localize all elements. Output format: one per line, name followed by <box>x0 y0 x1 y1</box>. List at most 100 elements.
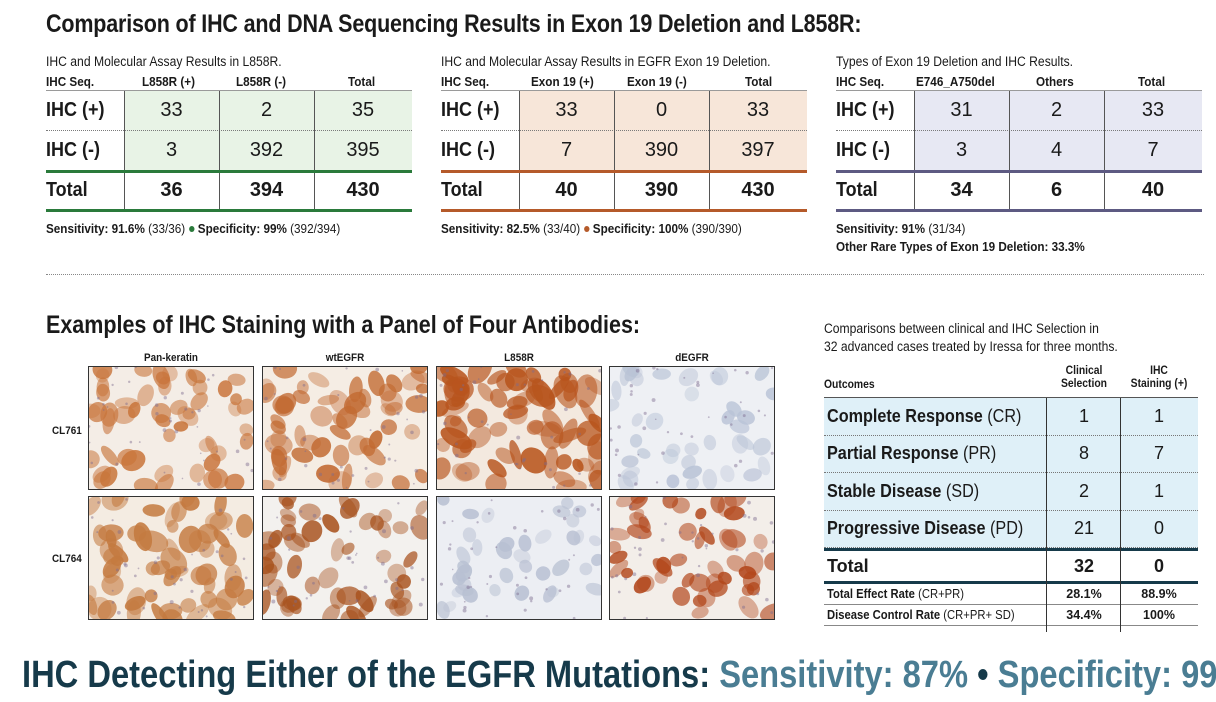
outcomes-caption: Comparisons between clinical and IHC Sel… <box>824 320 1118 356</box>
outcome-abbr: (PR) <box>962 443 997 464</box>
table-cell: 430 <box>346 178 380 201</box>
table-header-row: IHC Seq. Exon 19 (+) Exon 19 (-) Total <box>441 71 807 91</box>
ihc-staining-header: IHC Staining (+) <box>1124 365 1194 391</box>
table-cell: 40 <box>1141 178 1165 201</box>
micrograph-cl764-wtegfr <box>262 496 428 620</box>
table-header-cell: IHC Seq. <box>46 74 95 89</box>
column-divider <box>614 91 615 209</box>
outcome-abbr: (PD) <box>990 518 1024 539</box>
column-divider <box>519 91 520 209</box>
column-divider <box>709 91 710 209</box>
table-cell: 33 <box>1141 99 1165 121</box>
outcome-abbr: (CR) <box>987 405 1022 426</box>
table-exon19: IHC and Molecular Assay Results in EGFR … <box>441 54 807 238</box>
sensitivity-detail: (33/36) <box>148 221 186 236</box>
table-row: Total 36 394 430 <box>46 171 412 209</box>
sensitivity-detail: (33/40) <box>543 221 581 236</box>
outcomes-table: Outcomes Clinical Selection IHC Staining… <box>824 364 1198 632</box>
table-note: Sensitivity: 91.6% (33/36) Specificity: 9… <box>46 219 375 238</box>
column-divider <box>1104 91 1105 209</box>
table-cell: 33 <box>160 99 183 121</box>
table-header-row: IHC Seq. L858R (+) L858R (-) Total <box>46 71 412 91</box>
table-header-cell: IHC Seq. <box>836 74 885 89</box>
table-cell: 33 <box>555 99 578 121</box>
table-header-cell: Exon 19 (-) <box>627 74 687 89</box>
column-divider <box>124 91 125 209</box>
clinical-value: 21 <box>1073 518 1095 539</box>
rate-clinical: 34.4% <box>1066 608 1102 622</box>
table-header-cell: L858R (+) <box>142 74 196 89</box>
rate-row: Disease Control Rate (CR+PR+ SD) 34.4% 100… <box>824 605 1198 626</box>
staining-title: Examples of IHC Staining with a Panel of… <box>46 311 641 339</box>
table-cell: 395 <box>346 139 380 161</box>
sensitivity-label: Sensitivity: 91.6% <box>46 221 145 236</box>
table-bottom-rule <box>441 209 807 212</box>
table-header-cell: Total <box>745 74 773 89</box>
outcomes-total-label: Total <box>827 555 869 576</box>
row-label: IHC (-) <box>46 139 100 161</box>
footer-bullet: • <box>977 654 989 696</box>
table-row: Total 40 390 430 <box>441 171 807 209</box>
table-cell: 392 <box>249 139 284 161</box>
ihc-value: 1 <box>1153 405 1164 426</box>
clinical-selection-header: Clinical Selection <box>1052 365 1117 391</box>
clinical-header-line2: Selection <box>1060 378 1108 390</box>
clinical-value: 8 <box>1078 443 1089 464</box>
clinical-value: 2 <box>1078 480 1089 501</box>
table-cell: 390 <box>644 139 679 161</box>
table-cell: 31 <box>950 99 973 121</box>
outcomes-total-row: Total 32 0 <box>824 548 1198 584</box>
table-body: IHC (+) 33 0 33 IHC (-) 7 390 397 Total 40 390 430 <box>441 91 807 212</box>
table-cell: 397 <box>741 139 775 161</box>
column-divider <box>314 91 315 209</box>
footer-sensitivity: Sensitivity: 87% <box>719 654 969 696</box>
outcomes-col-divider-2 <box>1120 398 1121 632</box>
sensitivity-label: Sensitivity: 82.5% <box>441 221 540 236</box>
note-line-1: Sensitivity: 91.6% (33/36) Specificity: 9… <box>46 219 375 238</box>
column-label-l858r: L858R <box>504 352 534 364</box>
table-row: Total 34 6 40 <box>836 171 1202 209</box>
clinical-value: 1 <box>1078 405 1089 426</box>
table-cell: 34 <box>950 178 973 201</box>
specificity-detail: (392/394) <box>290 221 341 236</box>
table-shade <box>914 91 1202 171</box>
sensitivity-detail: (31/34) <box>928 221 966 236</box>
micrograph-cl764-l858r <box>436 496 602 620</box>
table-cell: 3 <box>165 139 178 161</box>
outcomes-header: Outcomes Clinical Selection IHC Staining… <box>824 364 1198 398</box>
specificity-detail: (390/390) <box>691 221 742 236</box>
table-exon19-types: Types of Exon 19 Deletion and IHC Result… <box>836 54 1202 256</box>
ihc-value: 1 <box>1153 480 1164 501</box>
rate-clinical: 28.1% <box>1066 587 1102 601</box>
column-label-pan-keratin: Pan-keratin <box>144 352 198 364</box>
micrograph-cl761-pan-keratin <box>88 366 254 490</box>
rate-row: Total Effect Rate (CR+PR) 28.1% 88.9% <box>824 584 1198 605</box>
table-cell: 7 <box>560 139 573 161</box>
table-body: IHC (+) 31 2 33 IHC (-) 3 4 7 Total 34 6 40 <box>836 91 1202 212</box>
column-divider <box>914 91 915 209</box>
table-l858r: IHC and Molecular Assay Results in L858R… <box>46 54 412 238</box>
bullet-dot <box>583 226 590 233</box>
ihc-header-line1: IHC <box>1150 365 1168 377</box>
outcome-label: Progressive Disease (PD) <box>827 511 1023 548</box>
rate-name: Disease Control Rate <box>827 608 941 622</box>
table-cell: 6 <box>1050 178 1063 201</box>
table-caption: IHC and Molecular Assay Results in EGFR … <box>441 54 771 69</box>
table-row: IHC (-) 3 4 7 <box>836 131 1202 171</box>
micrograph-cl761-degfr <box>609 366 775 490</box>
outcomes-col-divider-1 <box>1046 398 1047 632</box>
bullet-dot <box>188 226 195 233</box>
table-header-cell: E746_A750del <box>916 74 995 89</box>
outcomes-total-ihc: 0 <box>1153 555 1164 576</box>
outcome-label: Partial Response (PR) <box>827 436 996 473</box>
outcome-row: Progressive Disease (PD) 21 0 <box>824 510 1198 548</box>
outcomes-caption-line1: Comparisons between clinical and IHC Sel… <box>824 321 1099 336</box>
total-separator <box>836 170 1202 173</box>
table-header-row: IHC Seq. E746_A750del Others Total <box>836 71 1202 91</box>
row-label-cl761: CL761 <box>52 425 82 437</box>
note-line-2: Other Rare Types of Exon 19 Deletion: 33… <box>836 239 1085 254</box>
outcome-row: Complete Response (CR) 1 1 <box>824 398 1198 436</box>
table-cell: 7 <box>1147 139 1159 161</box>
row-label: Total <box>46 178 88 201</box>
footer-lead: IHC Detecting Either of the EGFR Mutatio… <box>22 654 711 696</box>
